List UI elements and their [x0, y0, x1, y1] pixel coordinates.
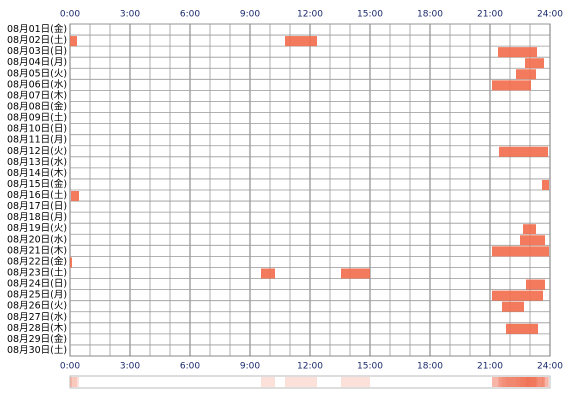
- x-tick-label: 15:00: [357, 10, 383, 20]
- heat-segment: [520, 377, 545, 387]
- day-label: 08月22日(金): [7, 255, 67, 267]
- activity-bar: [499, 146, 548, 157]
- x-tick-label: 0:00: [60, 362, 80, 372]
- x-tick-label: 6:00: [180, 10, 200, 20]
- x-tick-label: 9:00: [240, 10, 260, 20]
- day-label: 08月13日(水): [7, 156, 67, 168]
- activity-bar: [285, 36, 317, 47]
- activity-bar: [341, 268, 370, 279]
- heat-segment: [71, 377, 79, 387]
- day-label: 08月21日(木): [7, 244, 67, 256]
- activity-bar: [261, 268, 275, 279]
- day-label: 08月24日(日): [7, 279, 67, 290]
- day-label: 08月04日(月): [7, 57, 67, 68]
- x-tick-label: 21:00: [477, 10, 503, 20]
- day-label: 08月14日(木): [7, 167, 67, 179]
- heat-segment: [70, 377, 72, 387]
- x-tick-label: 24:00: [537, 362, 563, 372]
- day-label: 08月16日(土): [7, 189, 67, 201]
- day-label: 08月01日(金): [7, 23, 67, 35]
- day-label: 08月05日(火): [7, 68, 67, 79]
- activity-bar: [70, 257, 72, 268]
- day-label: 08月23日(土): [7, 267, 67, 279]
- heat-segment: [285, 377, 317, 387]
- day-label: 08月06日(水): [7, 78, 67, 90]
- day-label: 08月11日(月): [7, 135, 67, 146]
- day-label: 08月27日(水): [7, 311, 67, 323]
- day-label: 08月18日(月): [7, 212, 67, 223]
- heat-segment: [542, 377, 549, 387]
- activity-bar: [523, 224, 536, 235]
- day-label: 08月03日(日): [7, 46, 67, 57]
- activity-bar: [492, 246, 549, 257]
- day-label: 08月17日(日): [7, 201, 67, 212]
- activity-bar: [492, 290, 543, 301]
- heat-segment: [499, 377, 548, 387]
- day-label: 08月02日(土): [7, 34, 67, 46]
- activity-bar: [71, 191, 79, 202]
- day-label: 08月10日(日): [7, 124, 67, 135]
- day-label: 08月15日(金): [7, 178, 67, 190]
- heat-segment: [502, 377, 524, 387]
- heat-segment: [498, 377, 537, 387]
- activity-bar: [492, 80, 531, 91]
- x-tick-label: 21:00: [477, 362, 503, 372]
- heat-segment: [525, 377, 544, 387]
- heat-segment: [526, 377, 545, 387]
- heat-segment: [261, 377, 275, 387]
- x-tick-label: 24:00: [537, 10, 563, 20]
- day-label: 08月28日(木): [7, 322, 67, 334]
- heat-segment: [341, 377, 370, 387]
- activity-bar: [526, 279, 545, 290]
- activity-bar: [70, 36, 77, 47]
- heat-strip: [69, 375, 551, 389]
- heat-segment: [492, 377, 531, 387]
- activity-bar: [542, 179, 549, 190]
- activity-bar: [516, 69, 536, 80]
- day-label: 08月29日(金): [7, 333, 67, 345]
- heat-segment: [523, 377, 536, 387]
- x-tick-label: 6:00: [180, 362, 200, 372]
- x-tick-label: 15:00: [357, 362, 383, 372]
- x-tick-label: 12:00: [297, 362, 323, 372]
- day-label: 08月08日(金): [7, 101, 67, 113]
- activity-bar: [506, 323, 538, 334]
- day-label: 08月30日(土): [7, 344, 67, 356]
- heat-segment: [492, 377, 549, 387]
- day-label: 08月25日(月): [7, 290, 67, 301]
- x-tick-label: 9:00: [240, 362, 260, 372]
- day-label: 08月20日(水): [7, 233, 67, 245]
- day-label: 08月19日(火): [7, 223, 67, 234]
- day-label: 08月07日(木): [7, 89, 67, 101]
- day-label: 08月12日(火): [7, 146, 67, 157]
- day-label: 08月09日(土): [7, 112, 67, 124]
- heat-segment: [492, 377, 543, 387]
- heat-segment: [70, 377, 77, 387]
- day-label: 08月26日(火): [7, 301, 67, 312]
- activity-bar: [502, 301, 524, 312]
- x-tick-label: 3:00: [120, 362, 140, 372]
- activity-bar: [498, 47, 537, 58]
- activity-bar: [520, 235, 545, 246]
- x-tick-label: 0:00: [60, 10, 80, 20]
- heat-segment: [506, 377, 538, 387]
- x-tick-label: 18:00: [417, 10, 443, 20]
- activity-bar: [525, 58, 544, 69]
- x-tick-label: 18:00: [417, 362, 443, 372]
- x-tick-label: 3:00: [120, 10, 140, 20]
- heat-segment: [516, 377, 536, 387]
- x-tick-label: 12:00: [297, 10, 323, 20]
